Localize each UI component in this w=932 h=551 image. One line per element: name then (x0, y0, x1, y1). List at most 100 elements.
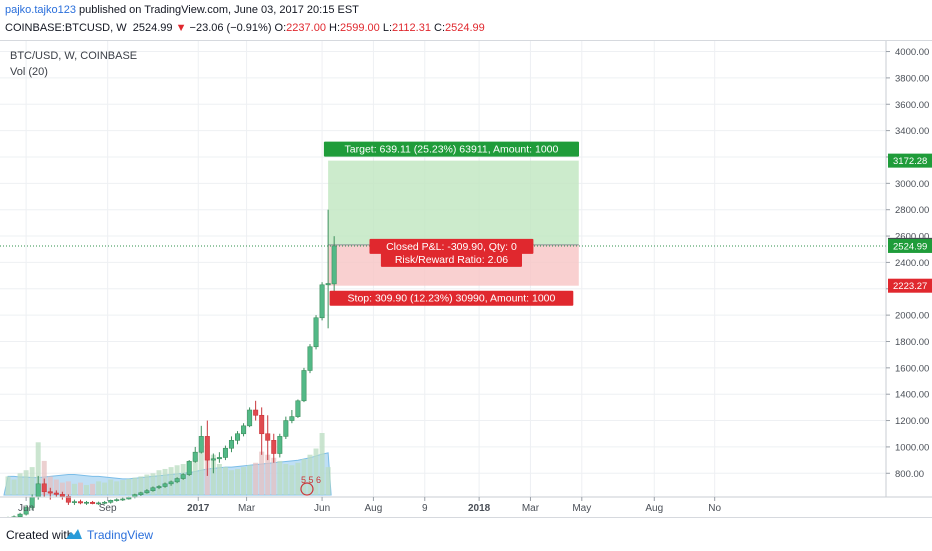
x-tick-label: Jun (314, 503, 330, 514)
candle-body (332, 246, 336, 284)
x-tick-label: 2018 (468, 503, 491, 514)
candle-body (60, 494, 64, 496)
risk-reward-label: Risk/Reward Ratio: 2.06 (395, 254, 508, 266)
candle-body (302, 370, 306, 400)
x-tick-label: May (572, 503, 591, 514)
candle-body (259, 415, 263, 433)
volume-bar (163, 469, 168, 495)
candle-body (54, 493, 58, 494)
published-info: published on TradingView.com, June 03, 2… (79, 4, 359, 16)
y-tick-label: 3400.00 (895, 126, 929, 137)
x-tick-label: Mar (238, 503, 256, 514)
y-tick-label: 2000.00 (895, 311, 929, 322)
high-label: H: (329, 22, 340, 34)
volume-bar (102, 483, 107, 495)
candle-body (199, 436, 203, 452)
y-tick-label: 1000.00 (895, 442, 929, 453)
candle-body (36, 484, 40, 497)
volume-legend[interactable]: Vol (20) (10, 66, 48, 78)
candle-body (326, 283, 330, 284)
volume-bar (283, 464, 288, 495)
candle-body (115, 500, 119, 501)
volume-bar (157, 470, 162, 495)
candle-body (284, 421, 288, 437)
candle-body (211, 459, 215, 460)
volume-bar (295, 463, 300, 495)
candle-body (205, 436, 209, 460)
candle-body (308, 347, 312, 371)
price-tag-label: 2223.27 (893, 281, 927, 292)
volume-bar (108, 480, 113, 496)
brand-link[interactable]: TradingView (87, 528, 153, 542)
candle-body (108, 500, 112, 502)
candle-body (272, 440, 276, 453)
y-tick-label: 1600.00 (895, 363, 929, 374)
candle-body (193, 452, 197, 461)
open-value: 2237.00 (286, 22, 326, 34)
candle-body (241, 426, 245, 434)
volume-bar (30, 467, 35, 495)
candle-body (175, 479, 179, 482)
x-tick-label: 2017 (187, 503, 210, 514)
candle-body (127, 497, 131, 499)
candle-body (90, 502, 94, 503)
volume-bar (314, 449, 319, 496)
open-label: O: (275, 22, 287, 34)
tradingview-logo-icon[interactable] (65, 527, 83, 541)
footer: Created with TradingView (0, 517, 932, 551)
volume-bar (150, 473, 155, 495)
close-label: C: (434, 22, 445, 34)
volume-bar (90, 484, 95, 495)
candle-body (42, 484, 46, 492)
low-value: 2112.31 (392, 22, 431, 34)
y-tick-label: 3800.00 (895, 73, 929, 84)
candle-body (145, 491, 149, 493)
volume-bar (320, 433, 325, 495)
volume-bar (259, 452, 264, 495)
x-tick-label: Mar (522, 503, 540, 514)
candle-body (121, 499, 125, 500)
volume-bar (253, 463, 258, 495)
volume-bar (326, 467, 331, 495)
price-chart[interactable]: Target: 639.11 (25.23%) 63911, Amount: 1… (0, 41, 932, 517)
high-value: 2599.00 (340, 22, 380, 34)
candle-body (187, 461, 191, 474)
volume-bar (120, 480, 125, 495)
last-price: 2524.99 (133, 22, 173, 34)
x-tick-label: Sep (99, 503, 117, 514)
volume-bar (12, 480, 17, 496)
volume-bar (247, 465, 252, 495)
y-tick-label: 2800.00 (895, 205, 929, 216)
target-label: Target: 639.11 (25.23%) 63911, Amount: 1… (345, 144, 559, 156)
volume-bar (66, 481, 71, 495)
candle-body (169, 482, 173, 484)
publisher-username[interactable]: pajko.tajko123 (5, 4, 76, 16)
created-with-label: Created with (6, 528, 73, 542)
candle-body (320, 285, 324, 318)
down-arrow-icon: ▼ (176, 22, 187, 34)
candle-body (266, 434, 270, 441)
candle-body (157, 486, 161, 487)
candle-body (290, 417, 294, 421)
price-tag-label: 3172.28 (893, 156, 927, 167)
volume-bar (84, 485, 89, 495)
volume-bar (193, 458, 198, 495)
stop-label: Stop: 309.90 (12.23%) 30990, Amount: 100… (348, 293, 556, 305)
y-tick-label: 3600.00 (895, 100, 929, 111)
volume-bar (6, 476, 11, 495)
series-legend[interactable]: BTC/USD, W, COINBASE (10, 50, 137, 62)
y-tick-label: 2400.00 (895, 258, 929, 269)
candle-body (229, 440, 233, 448)
candle-body (181, 475, 185, 479)
y-tick-label: 4000.00 (895, 47, 929, 58)
volume-bar (72, 484, 77, 495)
volume-bar (24, 470, 29, 495)
y-tick-label: 1200.00 (895, 416, 929, 427)
candle-body (78, 502, 82, 503)
x-tick-label: Aug (365, 503, 383, 514)
candle-body (151, 488, 155, 491)
y-tick-label: 800.00 (895, 469, 924, 480)
y-tick-label: 1400.00 (895, 390, 929, 401)
candle-body (217, 457, 221, 458)
volume-bar (289, 465, 294, 495)
